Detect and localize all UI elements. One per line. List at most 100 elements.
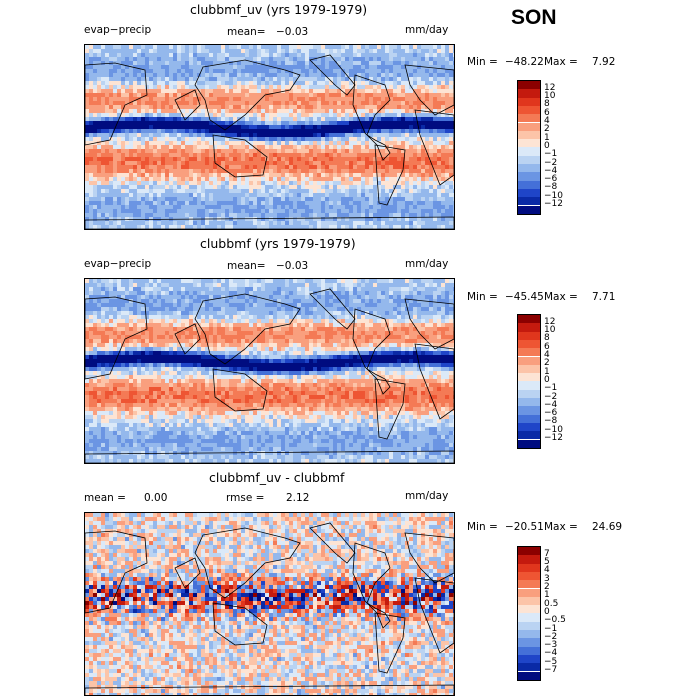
- map-cell: [165, 77, 170, 82]
- map-cell: [253, 197, 258, 202]
- map-cell: [221, 113, 226, 118]
- map-cell: [281, 291, 286, 296]
- map-cell: [437, 185, 442, 190]
- map-cell: [157, 117, 162, 122]
- map-cell: [421, 221, 426, 226]
- map-cell: [145, 137, 150, 142]
- map-cell: [377, 61, 382, 66]
- map-cell: [261, 197, 266, 202]
- map-cell: [97, 49, 102, 54]
- map-cell: [237, 57, 242, 62]
- map-cell: [253, 189, 258, 194]
- map-cell: [301, 73, 306, 78]
- map-cell: [289, 161, 294, 166]
- map-cell: [141, 89, 146, 94]
- map-cell: [257, 283, 262, 288]
- map-cell: [157, 137, 162, 142]
- map-cell: [353, 125, 358, 130]
- map-cell: [325, 69, 330, 74]
- map-cell: [173, 291, 178, 296]
- map-cell: [181, 173, 186, 178]
- map-cell: [429, 153, 434, 158]
- map-cell: [189, 185, 194, 190]
- map-cell: [153, 213, 158, 218]
- map-cell: [409, 193, 414, 198]
- map-cell: [217, 193, 222, 198]
- map-cell: [341, 287, 346, 292]
- map-cell: [133, 45, 138, 50]
- map-cell: [281, 109, 286, 114]
- map-cell: [113, 209, 118, 214]
- map-cell: [321, 77, 326, 82]
- map-cell: [209, 133, 214, 138]
- map-cell: [161, 197, 166, 202]
- map-cell: [389, 189, 394, 194]
- map-cell: [197, 121, 202, 126]
- map-cell: [241, 117, 246, 122]
- map-cell: [449, 101, 454, 106]
- map-cell: [289, 53, 294, 58]
- map-cell: [397, 153, 402, 158]
- map-cell: [381, 205, 386, 210]
- map-cell: [101, 57, 106, 62]
- map-cell: [85, 153, 90, 158]
- map-cell: [225, 213, 230, 218]
- map-cell: [345, 189, 350, 194]
- map-cell: [141, 165, 146, 170]
- map-cell: [349, 225, 354, 229]
- map-cell: [333, 303, 338, 308]
- map-cell: [453, 157, 454, 162]
- map-cell: [105, 213, 110, 218]
- map-cell: [321, 283, 326, 288]
- map-cell: [113, 145, 118, 150]
- map-cell: [93, 65, 98, 70]
- panel1-map: [84, 44, 455, 230]
- map-cell: [453, 189, 454, 194]
- map-cell: [217, 73, 222, 78]
- map-cell: [273, 53, 278, 58]
- map-cell: [221, 209, 226, 214]
- map-cell: [105, 121, 110, 126]
- map-cell: [133, 209, 138, 214]
- map-cell: [429, 117, 434, 122]
- map-cell: [373, 217, 378, 222]
- map-cell: [377, 177, 382, 182]
- map-cell: [237, 141, 242, 146]
- map-cell: [177, 113, 182, 118]
- map-cell: [309, 117, 314, 122]
- map-cell: [93, 173, 98, 178]
- map-cell: [401, 213, 406, 218]
- map-cell: [393, 49, 398, 54]
- map-cell: [373, 279, 378, 284]
- map-cell: [189, 157, 194, 162]
- map-cell: [349, 283, 354, 288]
- map-cell: [377, 303, 382, 308]
- map-cell: [325, 201, 330, 206]
- map-cell: [313, 141, 318, 146]
- map-cell: [169, 109, 174, 114]
- map-cell: [385, 129, 390, 134]
- map-cell: [113, 189, 118, 194]
- map-cell: [249, 133, 254, 138]
- map-cell: [313, 81, 318, 86]
- map-cell: [441, 113, 446, 118]
- map-cell: [345, 161, 350, 166]
- map-cell: [117, 121, 122, 126]
- map-cell: [313, 73, 318, 78]
- map-cell: [393, 169, 398, 174]
- map-cell: [321, 57, 326, 62]
- map-cell: [433, 295, 438, 300]
- map-cell: [429, 295, 434, 300]
- map-cell: [377, 153, 382, 158]
- map-cell: [389, 117, 394, 122]
- map-cell: [145, 97, 150, 102]
- map-cell: [233, 169, 238, 174]
- map-cell: [121, 141, 126, 146]
- map-cell: [213, 109, 218, 114]
- map-cell: [197, 205, 202, 210]
- map-cell: [273, 217, 278, 222]
- map-cell: [441, 105, 446, 110]
- map-cell: [341, 49, 346, 54]
- map-cell: [381, 145, 386, 150]
- map-cell: [197, 213, 202, 218]
